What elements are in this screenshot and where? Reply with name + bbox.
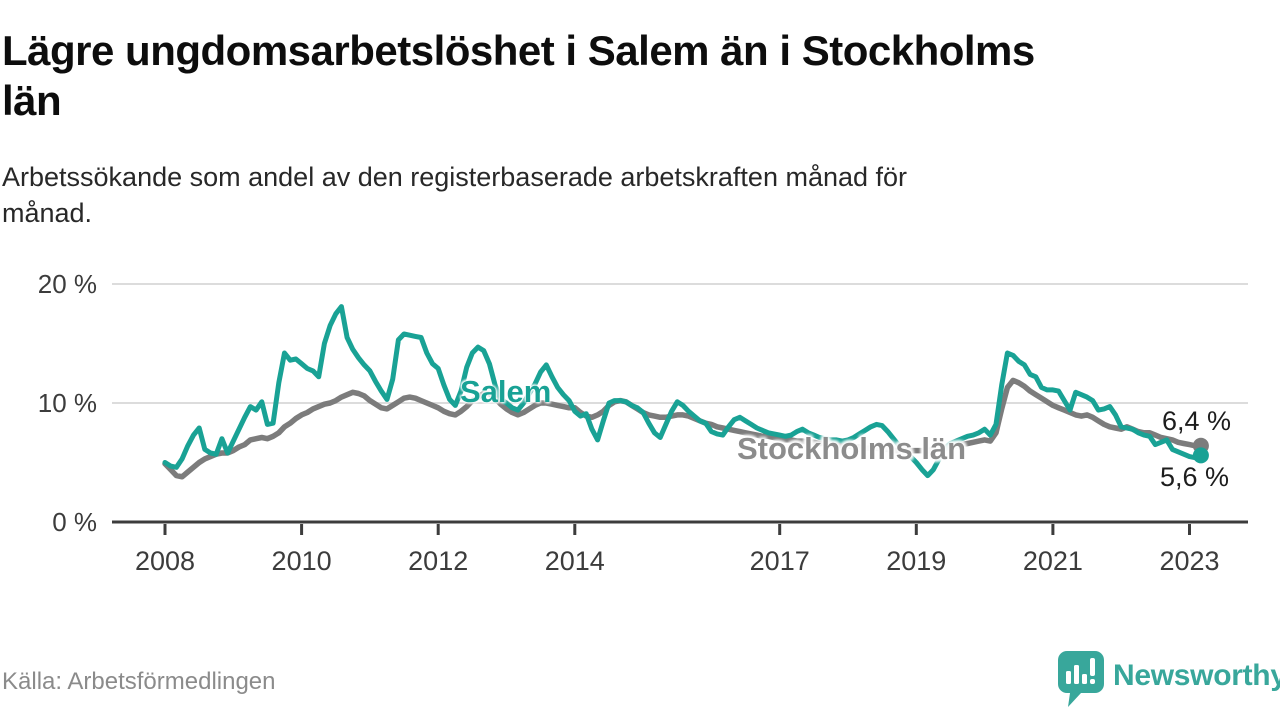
page-title-line2: län (2, 77, 62, 125)
page-title-line1: Lägre ungdomsarbetslöshet i Salem än i S… (2, 27, 1035, 74)
source-note: Källa: Arbetsförmedlingen (2, 668, 276, 695)
y-tick-label: 20 % (38, 269, 97, 299)
x-tick-label: 2008 (135, 546, 195, 576)
y-tick-label: 0 % (52, 507, 97, 537)
page-subtitle: Arbetssökande som andel av den registerb… (2, 160, 1222, 232)
x-tick-label: 2019 (886, 546, 946, 576)
series-line-stockholms-lan (162, 377, 1204, 480)
end-value-label-salem: 5,6 % (1160, 462, 1230, 492)
x-tick-label: 2023 (1159, 546, 1219, 576)
page-title: Lägre ungdomsarbetslöshet i Salem än i S… (2, 26, 1276, 127)
y-tick-label: 10 % (38, 388, 97, 418)
series-label-salem: Salem (460, 374, 552, 409)
brand-name: Newsworthy (1113, 659, 1280, 692)
page-subtitle-line2: månad. (2, 197, 93, 228)
x-tick-label: 2010 (272, 546, 332, 576)
x-tick-label: 2017 (750, 546, 810, 576)
series-label-stockholms-lan: Stockholms län (737, 431, 967, 466)
newsworthy-logo-icon (1058, 651, 1104, 707)
page-subtitle-line1: Arbetssökande som andel av den registerb… (2, 162, 908, 192)
x-tick-label: 2021 (1023, 546, 1083, 576)
brand-logo: Newsworthy (1056, 650, 1280, 708)
series-end-dot-salem (1192, 447, 1209, 464)
end-value-label-stockholms-lan: 6,4 % (1162, 406, 1232, 436)
series-line-salem (162, 304, 1204, 479)
x-tick-label: 2012 (408, 546, 468, 576)
x-tick-label: 2014 (545, 546, 605, 576)
